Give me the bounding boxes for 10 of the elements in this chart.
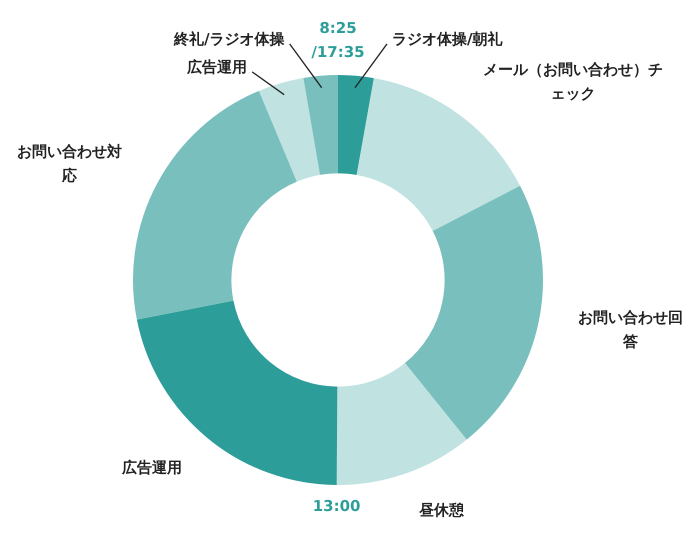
slice-label: ラジオ体操/朝礼 bbox=[392, 30, 504, 48]
slice-label: 広告運用 bbox=[186, 58, 248, 76]
slice-label: メール（お問い合わせ）チェック bbox=[483, 60, 664, 103]
slice-label: お問い合わせ回答 bbox=[578, 308, 683, 350]
text: 8:25 /17:35 bbox=[311, 18, 365, 61]
slice-label: 終礼/ラジオ体操 bbox=[173, 30, 286, 48]
slice-label: お問い合わせ対応 bbox=[16, 142, 122, 185]
text: 13:00 bbox=[312, 496, 360, 515]
slice-label: 広告運用 bbox=[120, 458, 182, 477]
slice-label: 昼休憩 bbox=[418, 501, 465, 520]
